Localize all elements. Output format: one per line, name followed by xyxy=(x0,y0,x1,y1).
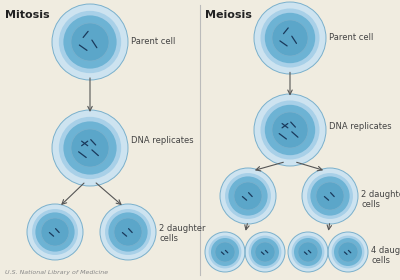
Circle shape xyxy=(228,176,268,216)
Circle shape xyxy=(254,94,326,166)
Text: Parent cell: Parent cell xyxy=(131,37,175,46)
Circle shape xyxy=(27,204,83,260)
Circle shape xyxy=(211,238,239,266)
Circle shape xyxy=(234,182,262,210)
Circle shape xyxy=(41,218,69,246)
Circle shape xyxy=(245,232,285,272)
Circle shape xyxy=(298,242,318,262)
Circle shape xyxy=(310,176,350,216)
Circle shape xyxy=(52,4,128,80)
Circle shape xyxy=(316,182,344,210)
Text: U.S. National Library of Medicine: U.S. National Library of Medicine xyxy=(5,270,108,275)
Text: DNA replicates: DNA replicates xyxy=(329,122,392,131)
Circle shape xyxy=(260,101,320,160)
Circle shape xyxy=(338,242,358,262)
Circle shape xyxy=(52,110,128,186)
Circle shape xyxy=(71,129,109,167)
Circle shape xyxy=(105,209,151,255)
Circle shape xyxy=(251,238,279,266)
Text: 2 daughter
cells: 2 daughter cells xyxy=(159,224,206,243)
Circle shape xyxy=(32,209,78,255)
Circle shape xyxy=(64,15,117,69)
Circle shape xyxy=(215,242,235,262)
Text: DNA replicates: DNA replicates xyxy=(131,136,194,145)
Circle shape xyxy=(292,235,324,269)
Text: 4 daughter
cells: 4 daughter cells xyxy=(371,246,400,265)
Text: Mitosis: Mitosis xyxy=(5,10,50,20)
Circle shape xyxy=(255,242,275,262)
Circle shape xyxy=(220,168,276,224)
Circle shape xyxy=(71,23,109,61)
Circle shape xyxy=(64,122,117,175)
Circle shape xyxy=(100,204,156,260)
Circle shape xyxy=(209,235,242,269)
Circle shape xyxy=(36,213,74,252)
Circle shape xyxy=(225,173,271,219)
Text: Parent cell: Parent cell xyxy=(329,33,373,42)
Circle shape xyxy=(302,168,358,224)
Circle shape xyxy=(254,2,326,74)
Circle shape xyxy=(332,235,364,269)
Circle shape xyxy=(334,238,362,266)
Circle shape xyxy=(114,218,142,246)
Circle shape xyxy=(260,8,320,67)
Circle shape xyxy=(265,13,315,63)
Circle shape xyxy=(59,117,121,179)
Circle shape xyxy=(249,235,281,269)
Circle shape xyxy=(328,232,368,272)
Circle shape xyxy=(307,173,353,219)
Circle shape xyxy=(59,11,121,73)
Circle shape xyxy=(205,232,245,272)
Circle shape xyxy=(272,20,308,56)
Text: Meiosis: Meiosis xyxy=(205,10,252,20)
Circle shape xyxy=(272,112,308,148)
Circle shape xyxy=(108,213,148,252)
Circle shape xyxy=(288,232,328,272)
Circle shape xyxy=(294,238,322,266)
Circle shape xyxy=(265,105,315,155)
Text: 2 daughter
cells: 2 daughter cells xyxy=(361,190,400,209)
